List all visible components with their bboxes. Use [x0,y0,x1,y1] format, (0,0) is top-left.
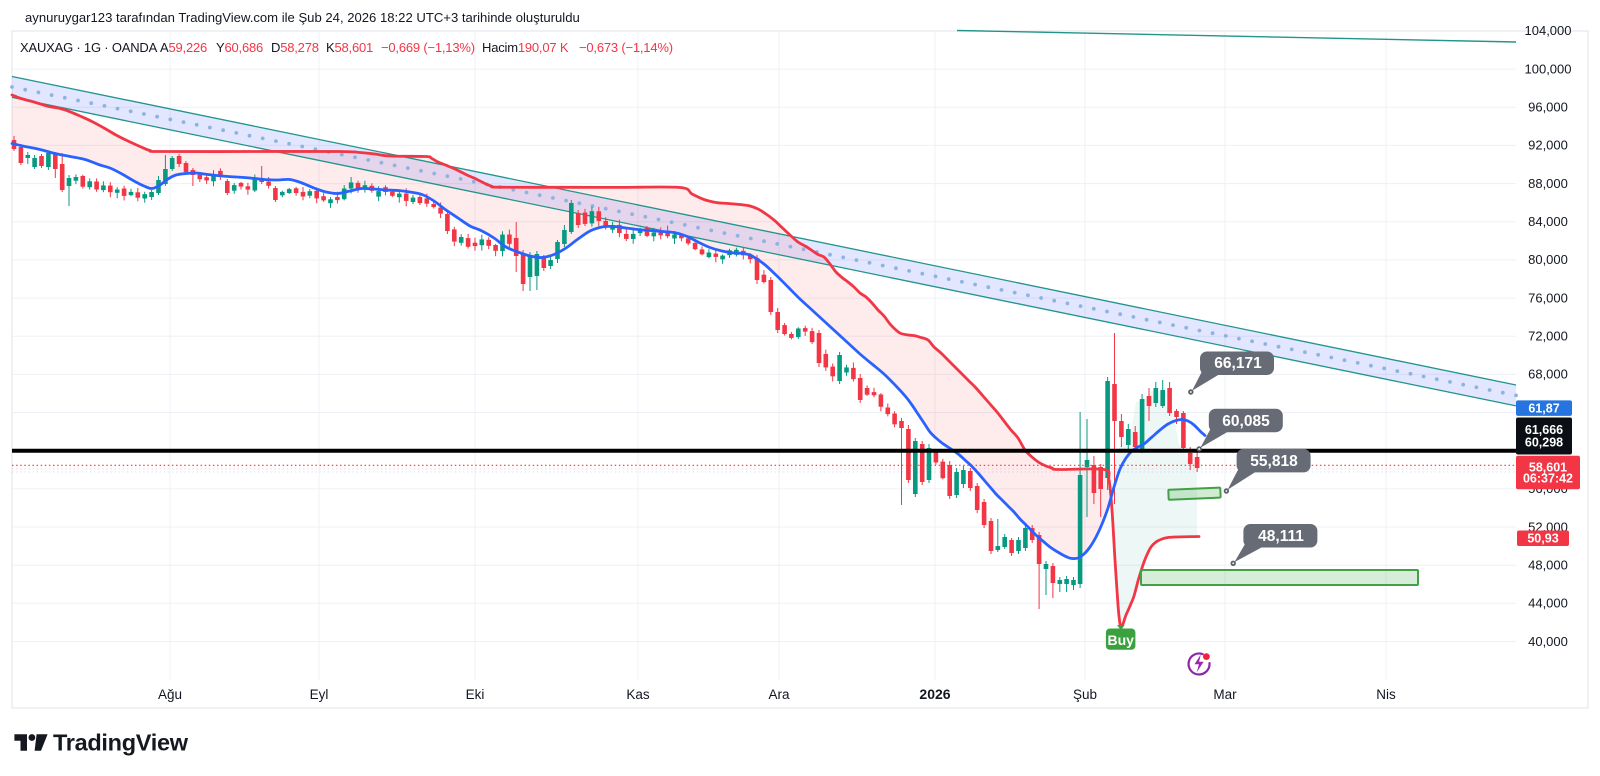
svg-text:44,000: 44,000 [1528,596,1568,611]
svg-text:A59,226: A59,226 [160,40,207,55]
svg-text:50,93: 50,93 [1527,532,1558,546]
svg-text:60,085: 60,085 [1222,413,1270,430]
svg-text:40,000: 40,000 [1528,634,1568,649]
svg-text:48,111: 48,111 [1258,528,1304,545]
svg-text:Y60,686: Y60,686 [216,40,263,55]
svg-text:Ağu: Ağu [158,687,182,702]
svg-text:72,000: 72,000 [1528,329,1568,344]
svg-text:Hacim190,07 K: Hacim190,07 K [482,40,569,55]
svg-text:aynuruygar123 tarafından Tradi: aynuruygar123 tarafından TradingView.com… [25,10,580,25]
svg-text:Nis: Nis [1376,687,1396,702]
svg-text:D58,278: D58,278 [271,40,319,55]
svg-text:K58,601: K58,601 [326,40,373,55]
svg-text:Şub: Şub [1073,687,1097,702]
svg-text:Mar: Mar [1213,687,1237,702]
svg-text:61,666: 61,666 [1525,423,1563,437]
svg-text:76,000: 76,000 [1528,290,1568,305]
svg-text:Eyl: Eyl [310,687,329,702]
svg-text:104,000: 104,000 [1525,23,1572,38]
svg-text:96,000: 96,000 [1528,100,1568,115]
svg-text:55,818: 55,818 [1250,453,1298,470]
svg-text:Eki: Eki [466,687,485,702]
svg-text:Ara: Ara [768,687,790,702]
svg-text:48,000: 48,000 [1528,558,1568,573]
svg-text:84,000: 84,000 [1528,214,1568,229]
svg-text:80,000: 80,000 [1528,252,1568,267]
svg-text:2026: 2026 [919,686,950,702]
svg-text:66,171: 66,171 [1214,355,1262,372]
svg-text:88,000: 88,000 [1528,176,1568,191]
svg-text:Kas: Kas [626,687,650,702]
svg-text:TradingView: TradingView [53,730,189,756]
svg-text:XAUXAG · 1G · OANDA: XAUXAG · 1G · OANDA [20,40,158,55]
svg-text:92,000: 92,000 [1528,138,1568,153]
svg-text:60,298: 60,298 [1525,436,1563,450]
svg-text:−0,669 (−1,13%): −0,669 (−1,13%) [381,40,475,55]
svg-text:58,601: 58,601 [1529,460,1567,474]
svg-text:−0,673 (−1,14%): −0,673 (−1,14%) [579,40,673,55]
svg-text:Buy: Buy [1107,632,1134,648]
svg-text:06:37:42: 06:37:42 [1523,471,1573,485]
svg-text:61,87: 61,87 [1528,401,1559,415]
svg-text:100,000: 100,000 [1525,61,1572,76]
svg-text:68,000: 68,000 [1528,367,1568,382]
